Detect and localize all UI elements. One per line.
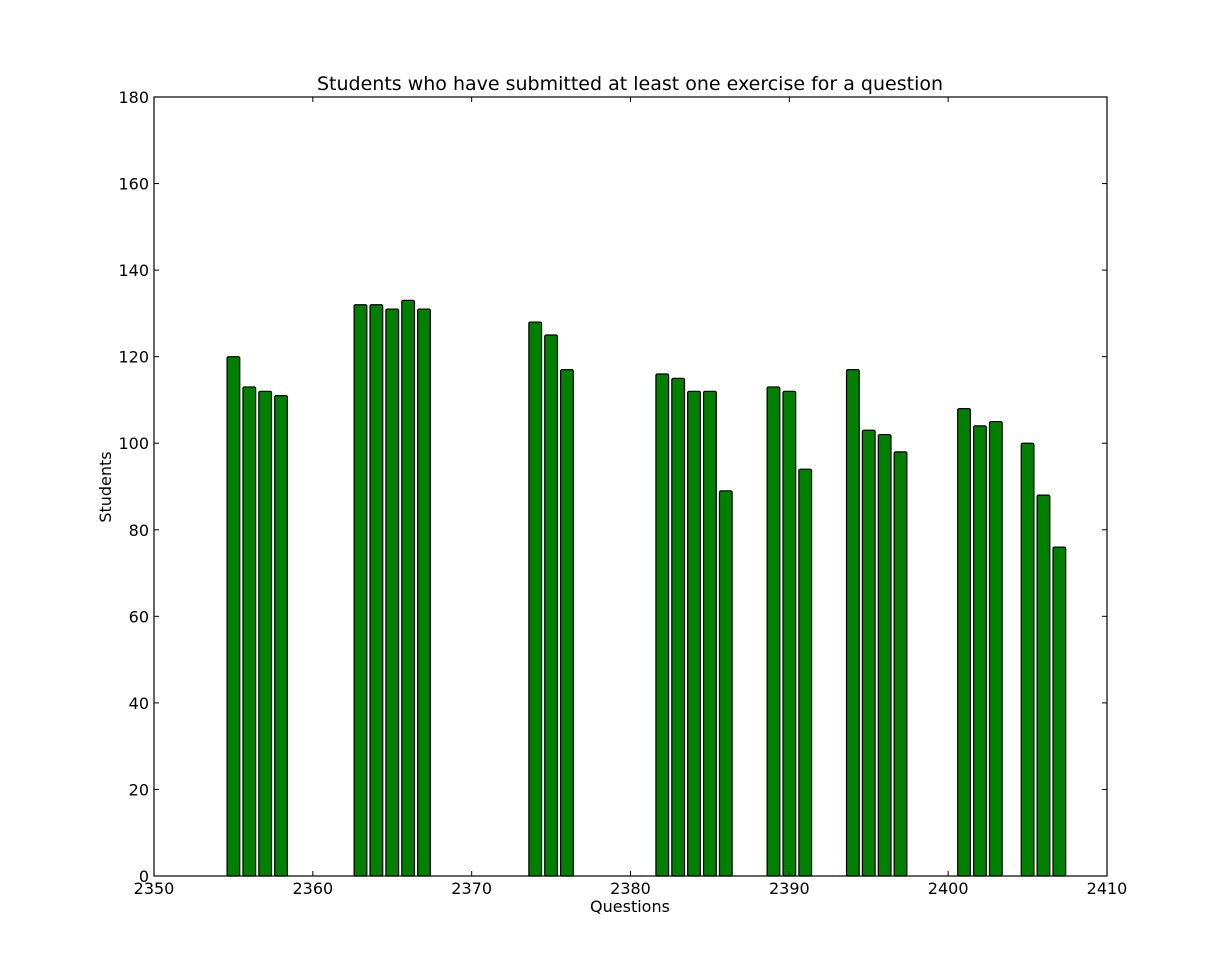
x-tick-label-2370: 2370 xyxy=(451,879,492,898)
bar-2376 xyxy=(560,369,574,877)
y-tick-label-160: 160 xyxy=(118,175,149,194)
bar-2384 xyxy=(687,390,701,877)
bar-2402 xyxy=(972,425,987,877)
bar-2366 xyxy=(401,299,416,877)
y-tick-label-120: 120 xyxy=(118,348,149,367)
bar-2375 xyxy=(544,334,559,877)
y-tick-label-100: 100 xyxy=(118,434,149,453)
bar-2390 xyxy=(782,390,797,877)
chart-title: Students who have submitted at least one… xyxy=(317,73,943,95)
bar-2357 xyxy=(258,390,273,877)
x-tick-label-2400: 2400 xyxy=(928,879,969,898)
bar-2363 xyxy=(353,304,368,877)
y-tick-label-20: 20 xyxy=(129,780,149,799)
x-tick-label-2410: 2410 xyxy=(1087,879,1128,898)
bar-2385 xyxy=(702,390,717,877)
x-tick-label-2390: 2390 xyxy=(769,879,810,898)
y-tick-label-180: 180 xyxy=(118,88,149,107)
bar-2367 xyxy=(417,308,431,877)
bar-2397 xyxy=(893,451,908,877)
bar-2356 xyxy=(242,386,257,877)
bar-2358 xyxy=(274,395,289,877)
bar-2394 xyxy=(845,369,860,877)
y-tick-label-60: 60 xyxy=(129,607,149,626)
bar-2395 xyxy=(861,429,876,877)
bar-2401 xyxy=(957,408,972,877)
bar-2364 xyxy=(369,304,384,877)
y-tick-label-140: 140 xyxy=(118,261,149,280)
bar-2407 xyxy=(1052,546,1067,877)
bar-2383 xyxy=(671,377,686,877)
bar-2391 xyxy=(798,468,813,877)
plot-frame xyxy=(153,96,1108,877)
x-tick-label-2350: 2350 xyxy=(134,879,175,898)
x-tick-label-2360: 2360 xyxy=(292,879,333,898)
bar-2386 xyxy=(718,490,733,877)
bar-2405 xyxy=(1020,442,1035,877)
bar-2355 xyxy=(226,356,241,877)
bar-2406 xyxy=(1036,494,1051,877)
bar-2389 xyxy=(766,386,781,877)
y-axis-label: Students xyxy=(96,451,115,522)
bars-group xyxy=(226,299,1067,877)
y-tick-label-80: 80 xyxy=(129,521,149,540)
x-tick-label-2380: 2380 xyxy=(610,879,651,898)
y-tick-label-0: 0 xyxy=(139,867,149,886)
bar-2374 xyxy=(528,321,543,877)
y-axis: 0 20 40 60 80 100 120 140 160 180 xyxy=(118,88,1107,886)
x-axis-label: Questions xyxy=(590,897,670,916)
bar-2365 xyxy=(385,308,400,877)
y-tick-label-40: 40 xyxy=(129,694,149,713)
bar-2403 xyxy=(988,420,1003,877)
bar-2396 xyxy=(877,433,892,877)
bar-2382 xyxy=(655,373,670,877)
